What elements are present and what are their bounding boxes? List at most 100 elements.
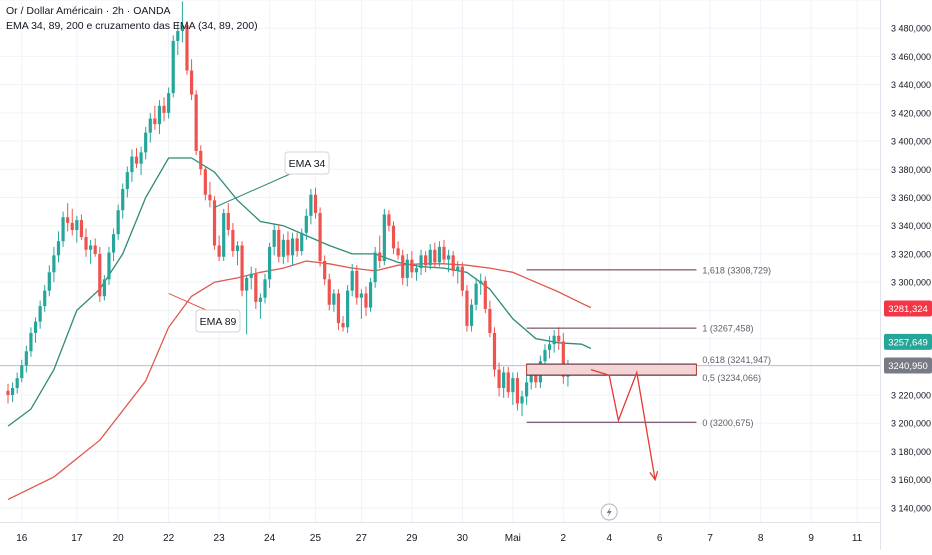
candle-body (194, 94, 198, 151)
candle-body (304, 215, 308, 233)
y-tick-label: 3 340,000 (891, 221, 931, 231)
price-badge (884, 300, 932, 317)
fib-level-label: 0 (3200,675) (702, 418, 753, 428)
y-tick-label: 3 140,000 (891, 503, 931, 513)
projection-path (590, 368, 656, 480)
candle-body (355, 270, 359, 298)
candle-body (442, 246, 446, 260)
candle-body (15, 378, 19, 388)
candle-body (52, 255, 56, 273)
candle-body (552, 335, 556, 345)
candle-body (157, 105, 162, 125)
candle-body (47, 272, 51, 291)
candle-body (561, 341, 565, 377)
candle-body (368, 282, 373, 308)
x-tick-label: 25 (310, 533, 322, 544)
lightning-glyph (606, 507, 612, 517)
candle-body (327, 279, 331, 305)
candle-body (121, 189, 125, 211)
candle-body (318, 213, 322, 261)
candle-body (341, 323, 345, 328)
candle-body (396, 248, 400, 256)
y-tick-label: 3 320,000 (891, 249, 931, 259)
candle-body (515, 378, 520, 404)
candle-body (474, 283, 478, 305)
ema-callout-box (284, 151, 330, 175)
candle-body (231, 229, 235, 252)
candle-body (144, 132, 148, 153)
candle-body (424, 255, 428, 266)
x-tick-label: 8 (758, 533, 764, 544)
candle-body (350, 270, 354, 291)
candle-body (208, 194, 212, 201)
candle-body (300, 232, 304, 252)
candle-body (134, 156, 139, 164)
candle-body (258, 297, 263, 302)
candle-body (93, 245, 97, 254)
candle-body (286, 239, 290, 256)
candle-body (102, 279, 106, 297)
candle-body (488, 308, 492, 333)
y-tick-label: 3 480,000 (891, 24, 931, 34)
candle-body (451, 255, 455, 271)
candle-body (373, 252, 377, 283)
candle-body (281, 239, 285, 257)
fib-level-label: 1 (3267,458) (702, 324, 753, 334)
y-tick-label: 3 460,000 (891, 52, 931, 62)
candle-body (249, 273, 253, 278)
price-badge-label: 3240,950 (888, 361, 928, 372)
candle-body (61, 217, 65, 242)
candle-body (497, 369, 501, 388)
candle-body (290, 238, 295, 256)
candle-body (107, 252, 111, 280)
candle-body (89, 245, 93, 250)
candle-body (456, 266, 460, 271)
candle-body (167, 93, 171, 113)
x-tick-label: 4 (606, 533, 612, 544)
price-badge (884, 333, 932, 350)
candle-body (139, 152, 143, 164)
x-tick-label: 27 (356, 533, 368, 544)
ema-callout-label: EMA 89 (200, 316, 237, 328)
candle-body (433, 249, 437, 263)
candle-body (520, 396, 524, 404)
candle-body (240, 245, 244, 291)
candle-body (391, 225, 396, 249)
candle-body (235, 245, 240, 252)
candle-body (534, 371, 538, 383)
candle-body (162, 105, 166, 113)
fib-level-label: 0,618 (3241,947) (702, 355, 771, 365)
y-tick-label: 3 420,000 (891, 108, 931, 118)
x-tick-label: 11 (852, 533, 863, 544)
candle-body (382, 214, 386, 261)
ema-callout-box (195, 309, 241, 333)
candle-body (272, 229, 276, 247)
candle-body (401, 255, 405, 278)
candle-body (20, 365, 24, 379)
y-tick-label: 3 400,000 (891, 137, 931, 147)
candle-body (56, 241, 61, 256)
projection-arrowhead (649, 470, 659, 482)
candle-body (189, 70, 194, 95)
x-tick-label: 29 (406, 533, 418, 544)
candle-body (75, 220, 79, 230)
x-tick-label: 7 (707, 533, 713, 544)
fib-zone (526, 363, 697, 376)
price-badge-label: 3257,649 (888, 337, 928, 348)
price-badge (884, 357, 932, 374)
candle-body (148, 118, 152, 133)
candle-body (469, 304, 474, 326)
ema-line-ema-89 (7, 260, 592, 500)
y-tick-label: 3 440,000 (891, 80, 931, 90)
symbol-title: Or / Dollar Américain · 2h · OANDA (6, 5, 171, 17)
candle-body (557, 335, 561, 342)
candle-body (277, 229, 281, 257)
y-tick-label: 3 360,000 (891, 193, 931, 203)
candle-body (309, 194, 313, 216)
y-tick-label: 3 380,000 (891, 165, 931, 175)
candle-body (222, 213, 226, 257)
y-tick-label: 3 180,000 (891, 447, 931, 457)
indicator-legend: EMA 34, 89, 200 e cruzamento das EMA (34… (6, 20, 258, 32)
